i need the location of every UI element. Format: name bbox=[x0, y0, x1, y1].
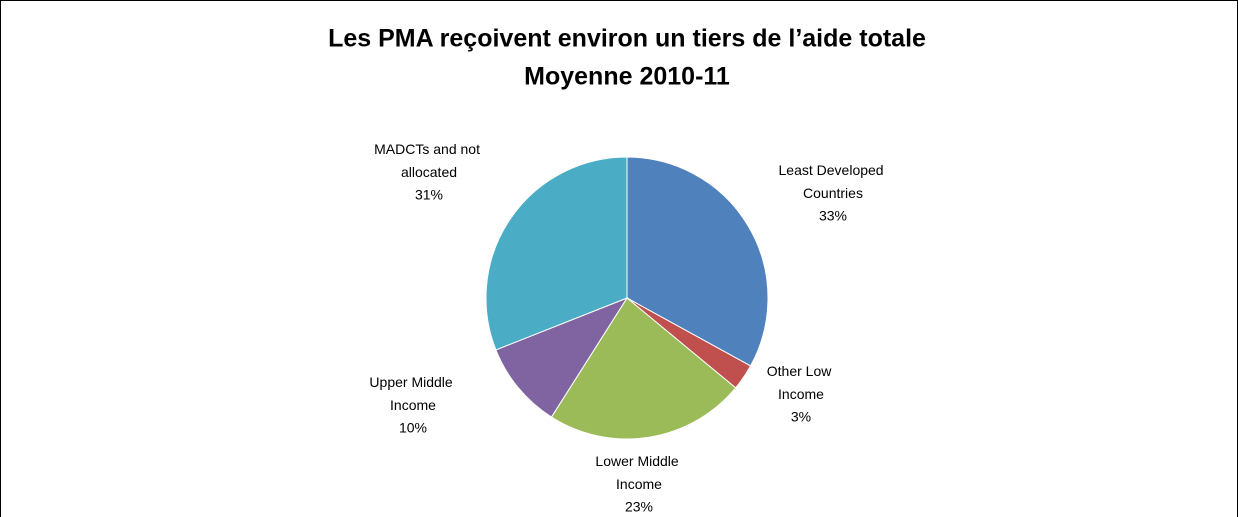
slice-label: Upper Middle Income bbox=[369, 374, 456, 413]
slice-label: Lower Middle Income bbox=[595, 453, 682, 492]
chart-subtitle: Moyenne 2010-11 bbox=[524, 63, 730, 91]
chart-title: Les PMA reçoivent environ un tiers de l’… bbox=[328, 25, 926, 53]
pie-slice bbox=[550, 297, 737, 440]
value-label: 10% bbox=[399, 420, 427, 436]
slice-label: MADCTs and not allocated bbox=[374, 141, 484, 180]
slice-label: Least Developed Countries bbox=[779, 162, 888, 201]
pie-slice bbox=[485, 156, 628, 351]
value-label: 33% bbox=[819, 208, 847, 224]
value-label: 3% bbox=[791, 409, 811, 425]
pie-slice bbox=[495, 296, 629, 418]
pie-slice bbox=[626, 156, 769, 367]
value-label: 31% bbox=[415, 187, 443, 203]
value-label: 23% bbox=[625, 499, 653, 515]
slice-label: Other Low Income bbox=[767, 363, 835, 402]
